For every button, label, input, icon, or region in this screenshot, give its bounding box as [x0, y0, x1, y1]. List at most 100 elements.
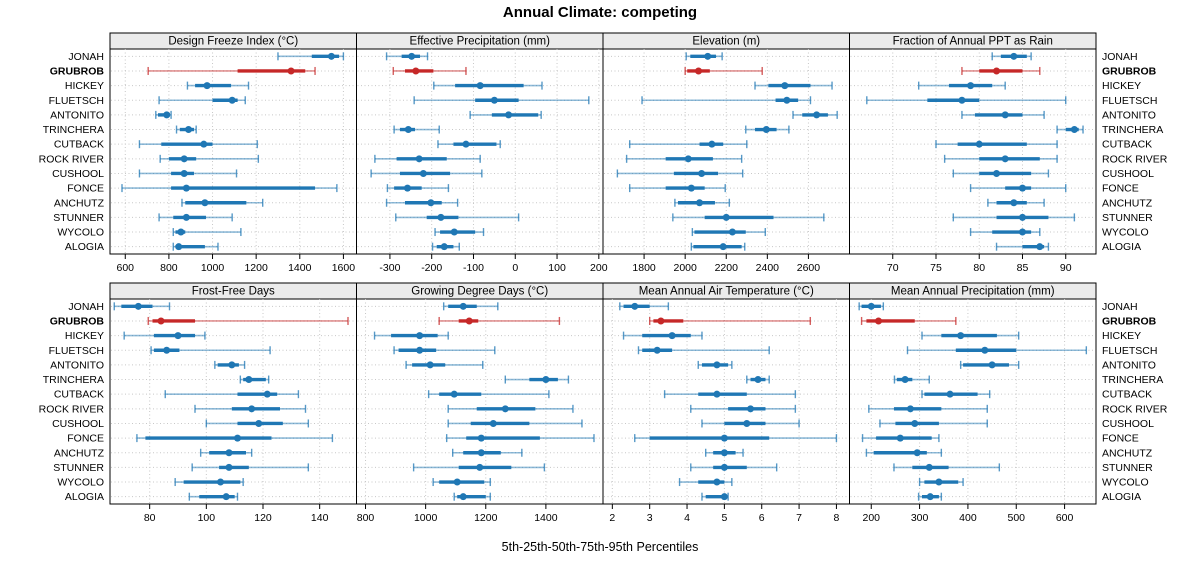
site-label-right: ROCK RIVER — [1102, 153, 1168, 165]
median-dot — [747, 405, 755, 413]
percentile-row — [205, 419, 310, 428]
median-dot — [505, 111, 513, 119]
site-label-right: GRUBROB — [1102, 315, 1157, 327]
median-dot — [489, 419, 497, 427]
percentile-row — [629, 184, 726, 193]
percentile-row — [691, 228, 766, 237]
axis-tick-label: 140 — [311, 512, 329, 524]
median-dot — [719, 243, 727, 251]
median-dot — [416, 346, 424, 354]
median-dot — [935, 478, 943, 486]
site-label-left: JONAH — [68, 301, 104, 313]
site-label-right: TRINCHERA — [1102, 374, 1163, 386]
panel-title: Design Freeze Index (°C) — [168, 36, 298, 48]
median-dot — [203, 82, 211, 90]
panel-title: Frost-Free Days — [192, 286, 275, 298]
percentile-row — [374, 154, 481, 163]
panel-title: Fraction of Annual PPT as Rain — [893, 36, 1053, 48]
percentile-row — [690, 404, 797, 413]
percentile-row — [959, 360, 1020, 369]
percentile-row — [186, 81, 250, 90]
site-label-right: ALOGIA — [1102, 241, 1141, 253]
median-dot — [1018, 213, 1026, 221]
site-label-left: FLUETSCH — [49, 95, 104, 107]
percentile-row — [164, 390, 300, 399]
percentile-row — [453, 492, 491, 501]
percentile-row — [405, 360, 484, 369]
site-label-left: CUTBACK — [54, 139, 104, 151]
axis-tick-label: 100 — [198, 512, 216, 524]
median-dot — [462, 140, 470, 148]
median-dot — [975, 140, 983, 148]
percentile-row — [413, 96, 590, 105]
percentile-row — [427, 390, 550, 399]
median-dot — [476, 463, 484, 471]
panel-plot-area — [356, 48, 604, 255]
panel-plot-area — [849, 48, 1097, 255]
site-label-left: FONCE — [67, 183, 104, 195]
percentile-row — [370, 169, 483, 178]
axis-tick-label: 1600 — [332, 262, 356, 274]
median-dot — [163, 346, 171, 354]
median-dot — [177, 228, 185, 236]
median-dot — [201, 199, 209, 207]
median-dot — [1070, 126, 1078, 134]
percentile-row — [445, 434, 595, 443]
percentile-row — [701, 419, 800, 428]
percentile-row — [386, 184, 450, 193]
axis-tick-label: 120 — [254, 512, 272, 524]
axis-tick-label: 600 — [1056, 512, 1074, 524]
median-dot — [157, 317, 165, 325]
percentile-row — [987, 198, 1045, 207]
median-dot — [225, 463, 233, 471]
median-dot — [906, 405, 914, 413]
chart-title: Annual Climate: competing — [502, 4, 698, 21]
percentile-row — [952, 213, 1076, 222]
median-dot — [1001, 155, 1009, 163]
site-label-left: CUTBACK — [54, 389, 104, 401]
percentile-row — [865, 448, 943, 457]
site-label-right: FLUETSCH — [1102, 345, 1157, 357]
site-label-right: HICKEY — [1102, 80, 1141, 92]
percentile-row — [174, 478, 244, 487]
site-label-left: ANCHUTZ — [54, 447, 105, 459]
site-label-left: JONAH — [68, 51, 104, 63]
percentile-row — [746, 375, 770, 384]
axis-tick-label: 2600 — [797, 262, 821, 274]
median-dot — [404, 126, 412, 134]
panel-plot-area — [109, 298, 357, 505]
panel-title: Mean Annual Precipitation (mm) — [891, 286, 1055, 298]
median-dot — [698, 169, 706, 177]
axis-tick-label: 500 — [1007, 512, 1025, 524]
median-dot — [245, 376, 253, 384]
panel: Design Freeze Index (°C) 600 800 1000 1200 14… — [109, 32, 357, 274]
median-dot — [913, 449, 921, 457]
site-label-right: WYCOLO — [1102, 227, 1149, 239]
axis-tick-label: 80 — [973, 262, 985, 274]
median-dot — [440, 243, 448, 251]
site-label-right: STUNNER — [1102, 462, 1153, 474]
percentile-row — [634, 434, 838, 443]
median-dot — [477, 434, 485, 442]
percentile-row — [158, 96, 246, 105]
percentile-row — [629, 140, 748, 149]
median-dot — [813, 111, 821, 119]
median-dot — [713, 361, 721, 369]
axis-tick-label: 800 — [357, 512, 375, 524]
site-label-left: ROCK RIVER — [39, 153, 105, 165]
percentile-row — [393, 346, 496, 355]
panel-plot-area — [602, 298, 850, 505]
percentile-row — [393, 125, 440, 134]
median-dot — [200, 140, 208, 148]
axis-tick-label: 600 — [117, 262, 135, 274]
percentile-row — [214, 360, 246, 369]
percentile-row — [858, 302, 885, 311]
axis-tick-label: 1000 — [201, 262, 225, 274]
median-dot — [722, 213, 730, 221]
site-label-right: CUTBACK — [1102, 139, 1152, 151]
median-dot — [946, 390, 954, 398]
median-dot — [255, 419, 263, 427]
median-dot — [180, 169, 188, 177]
percentile-row — [969, 228, 1041, 237]
